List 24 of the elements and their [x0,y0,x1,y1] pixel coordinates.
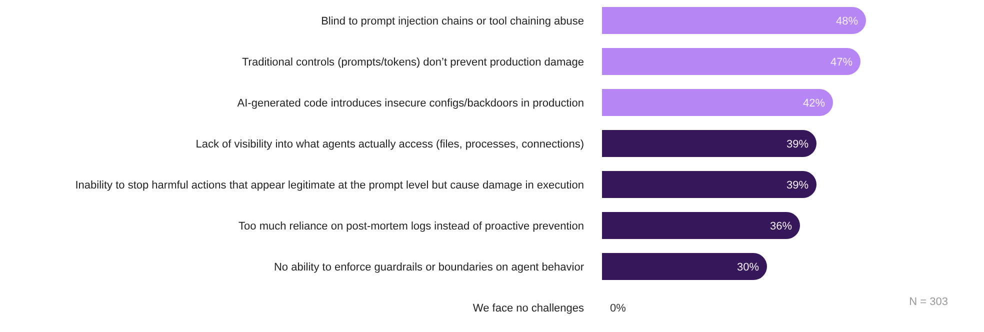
y-tick-label: We face no challenges [472,302,584,314]
data-label: 39% [786,180,809,192]
y-tick-label: AI-generated code introduces insecure configs/backdoors in production [237,98,584,110]
bar [602,89,833,116]
y-tick-label: Inability to stop harmful actions that appear legitimate at the prompt level but cause damage in execution [75,180,584,192]
y-tick-label: Lack of visibility into what agents actually access (files, processes, connections) [196,138,584,150]
data-label: 30% [736,262,760,274]
bar [602,171,816,198]
data-label: 39% [786,138,809,150]
y-tick-label: No ability to enforce guardrails or boundaries on agent behavior [274,262,584,274]
y-tick-label: Blind to prompt injection chains or tool chaining abuse [321,16,584,28]
y-tick-label: Traditional controls (prompts/tokens) don’t prevent production damage [242,56,584,68]
y-tick-label: Too much reliance on post-mortem logs instead of proactive prevention [238,220,584,232]
data-label: 47% [830,56,853,68]
text: N = 303 [909,296,948,308]
bar [602,130,816,157]
data-label: 42% [802,98,826,110]
bar [602,7,866,34]
bar [602,212,800,239]
bar [602,48,860,75]
data-label: 0% [610,302,626,314]
bar [602,253,767,280]
data-label: 48% [836,16,858,28]
data-label: 36% [770,220,792,232]
